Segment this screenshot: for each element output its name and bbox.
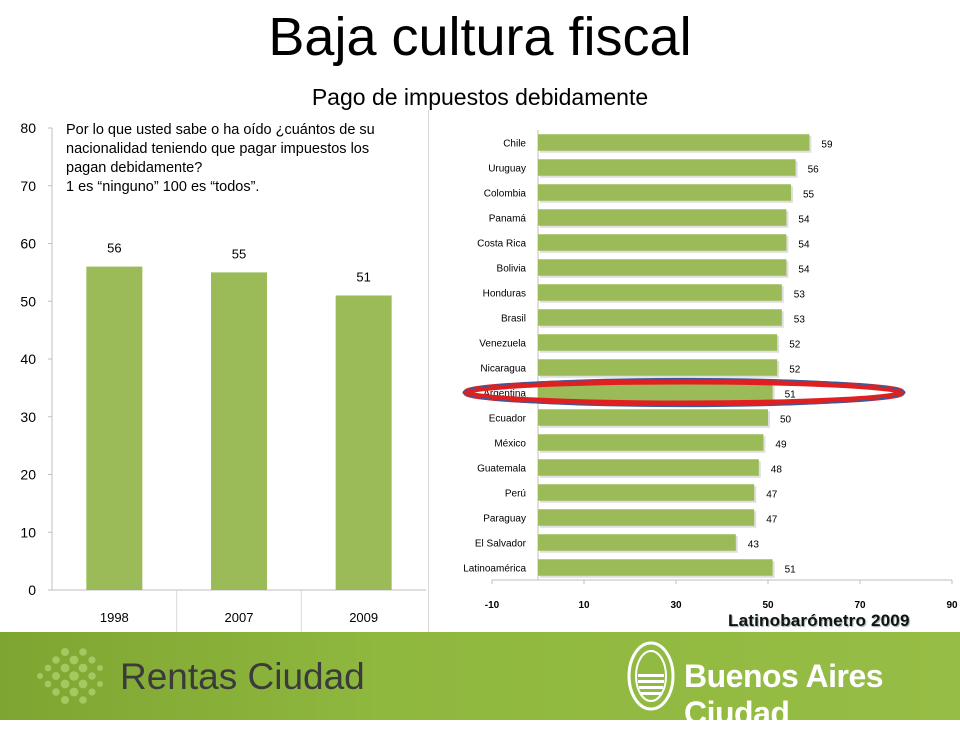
bar xyxy=(538,359,778,376)
country-bar-chart-panel: -10 10 30 50 70 90 Chile 59 Uruguay 56 Colombia 55 P… xyxy=(440,118,958,632)
bar xyxy=(538,284,782,301)
page-subtitle: Pago de impuestos debidamente xyxy=(311,84,649,110)
page-title: Baja cultura fiscal xyxy=(268,7,692,67)
yearly-bar-chart-panel: 0 10 20 30 40 50 60 70 80 56 1998 55 2007 51 2009 xyxy=(8,110,429,632)
question-line: nacionalidad teniendo que pagar impuesto… xyxy=(66,141,370,157)
data-label: 53 xyxy=(794,315,806,326)
data-label: 43 xyxy=(748,540,760,551)
y-tick-label: México xyxy=(494,439,526,450)
y-tick-label: Panamá xyxy=(489,214,527,225)
country-bar-chart: -10 10 30 50 70 90 Chile 59 Uruguay 56 Colombia 55 P… xyxy=(462,130,958,611)
y-tick-label: Nicaragua xyxy=(480,364,526,375)
data-label: 50 xyxy=(780,415,792,426)
question-line: 1 es “ninguno” 100 es “todos”. xyxy=(66,179,260,195)
bar xyxy=(538,484,755,501)
bar xyxy=(538,409,768,426)
bar xyxy=(538,134,810,151)
rentas-logo-icon xyxy=(37,648,103,704)
bar xyxy=(538,334,778,351)
bar xyxy=(538,534,736,551)
x-tick-label: 2007 xyxy=(225,610,254,625)
y-tick-label: Brasil xyxy=(501,314,526,325)
bar xyxy=(538,459,759,476)
data-label: 52 xyxy=(789,365,801,376)
y-tick-label: 40 xyxy=(20,351,36,367)
y-tick-label: Paraguay xyxy=(483,514,526,525)
data-label: 54 xyxy=(798,240,810,251)
source-label: Latinobarómetro 2009 xyxy=(728,611,910,630)
data-label: 52 xyxy=(789,340,801,351)
bar xyxy=(538,184,791,201)
x-tick-label: 1998 xyxy=(100,610,129,625)
data-label: 49 xyxy=(775,440,787,451)
y-tick-label: 60 xyxy=(20,236,36,252)
y-tick-label: 30 xyxy=(20,409,36,425)
data-label: 54 xyxy=(798,215,810,226)
y-tick-label: Colombia xyxy=(484,189,527,200)
survey-question: Por lo que usted sabe o ha oído ¿cuántos… xyxy=(66,121,486,197)
data-label: 56 xyxy=(808,165,820,176)
y-tick-label: Guatemala xyxy=(477,464,526,475)
yearly-bar-chart: 0 10 20 30 40 50 60 70 80 56 1998 55 2007 51 2009 xyxy=(20,120,426,632)
x-tick-label: 30 xyxy=(670,600,682,611)
bar xyxy=(335,295,392,590)
data-label: 51 xyxy=(356,269,370,284)
buenos-aires-ciudad-brand: Buenos Aires Ciudad xyxy=(684,658,884,731)
data-label: 47 xyxy=(766,515,778,526)
bar xyxy=(538,259,787,276)
y-tick-label: Perú xyxy=(505,489,526,500)
y-tick-label: Ecuador xyxy=(489,414,527,425)
y-tick-label: Bolivia xyxy=(497,264,527,275)
y-tick-label: Honduras xyxy=(483,289,526,300)
y-tick-label: Chile xyxy=(503,139,526,150)
question-line: Por lo que usted sabe o ha oído ¿cuántos… xyxy=(66,122,375,138)
data-label: 47 xyxy=(766,490,778,501)
bar xyxy=(86,266,143,590)
highlight-ellipse-outline xyxy=(462,377,906,408)
y-tick-label: 70 xyxy=(20,178,36,194)
y-tick-label: 0 xyxy=(28,582,36,598)
bar xyxy=(538,559,773,576)
bar xyxy=(538,234,787,251)
data-label: 51 xyxy=(785,565,797,576)
y-tick-label: El Salvador xyxy=(475,539,527,550)
x-tick-label: 10 xyxy=(578,600,590,611)
footer-background xyxy=(0,632,960,720)
bar xyxy=(538,434,764,451)
y-tick-label: Costa Rica xyxy=(477,239,526,250)
y-tick-label: Venezuela xyxy=(479,339,526,350)
question-line: pagan debidamente? xyxy=(66,160,203,176)
bar xyxy=(538,209,787,226)
data-label: 56 xyxy=(107,241,121,256)
data-label: 48 xyxy=(771,465,783,476)
data-label: 55 xyxy=(803,190,815,201)
data-label: 51 xyxy=(785,390,797,401)
y-tick-label: 20 xyxy=(20,467,36,483)
x-tick-label: 90 xyxy=(946,600,958,611)
bar xyxy=(538,509,755,526)
highlight-ellipse xyxy=(463,378,905,407)
x-tick-label: 50 xyxy=(762,600,774,611)
bar xyxy=(211,272,267,590)
data-label: 54 xyxy=(798,265,810,276)
x-tick-label: 70 xyxy=(854,600,866,611)
x-tick-label: -10 xyxy=(485,600,500,611)
y-tick-label: Argentina xyxy=(483,389,526,400)
rentas-ciudad-brand: Rentas Ciudad xyxy=(120,656,365,697)
buenos-aires-shield-icon xyxy=(627,641,675,711)
data-label: 55 xyxy=(232,246,246,261)
footer-bar: Rentas Ciudad Buenos Aires Ciudad xyxy=(0,632,960,731)
bar xyxy=(538,159,796,176)
y-tick-label: 50 xyxy=(20,293,36,309)
x-tick-label: 2009 xyxy=(349,610,378,625)
y-tick-label: Latinoamérica xyxy=(463,564,526,575)
bar xyxy=(538,384,773,401)
y-tick-label: Uruguay xyxy=(488,164,526,175)
data-label: 53 xyxy=(794,290,806,301)
y-tick-label: 10 xyxy=(20,524,36,540)
y-tick-label: 80 xyxy=(20,120,36,136)
data-label: 59 xyxy=(821,140,833,151)
bar xyxy=(538,309,782,326)
